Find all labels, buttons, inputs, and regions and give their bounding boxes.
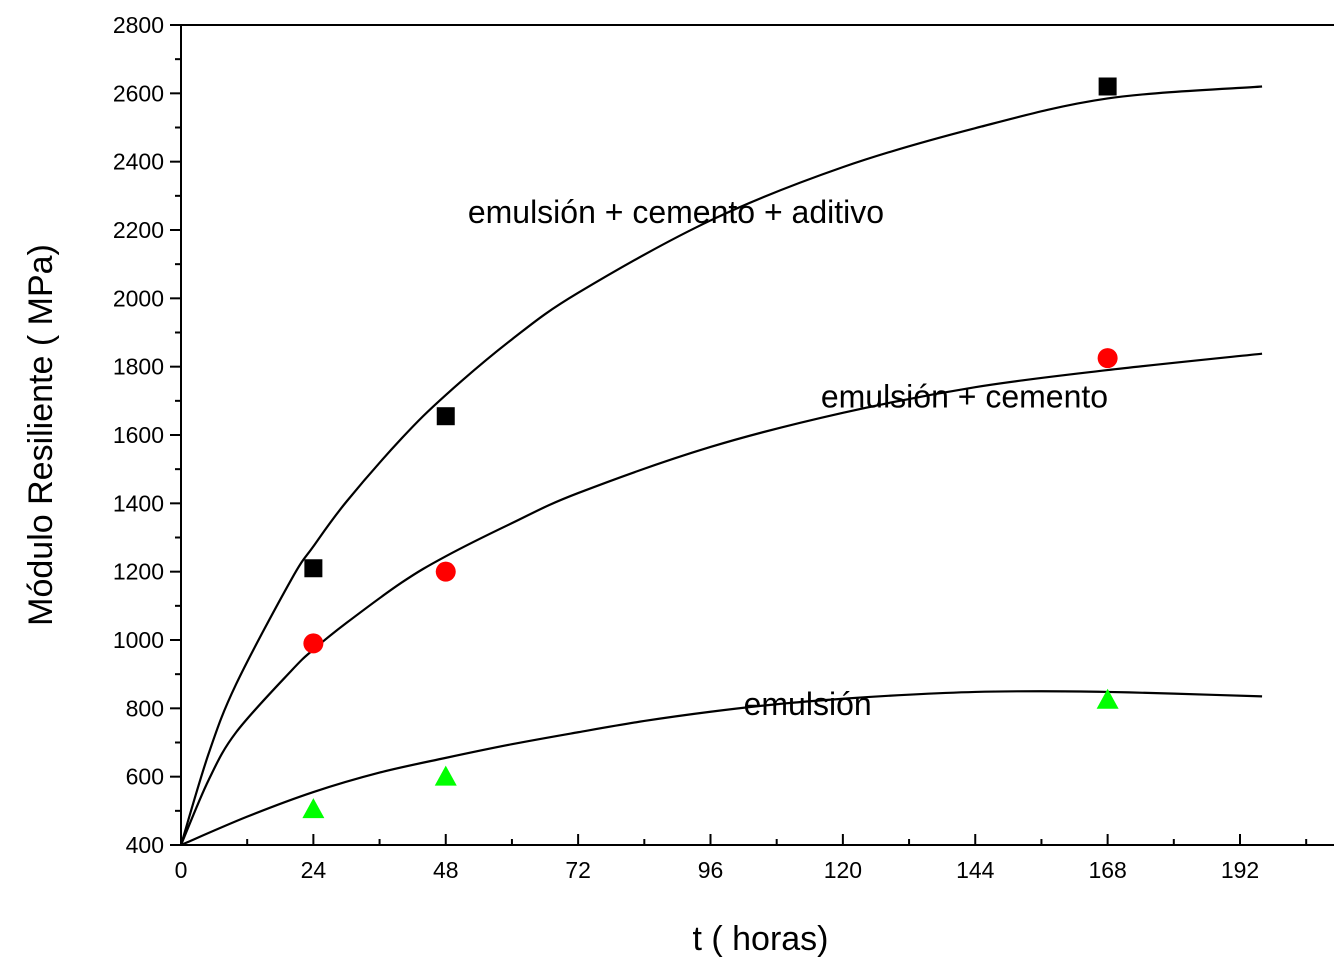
y-tick-label: 2000 xyxy=(113,285,164,311)
x-tick-label: 48 xyxy=(433,857,459,883)
y-tick-label: 1200 xyxy=(113,559,164,585)
y-tick-label: 1800 xyxy=(113,354,164,380)
x-tick-label: 72 xyxy=(565,857,591,883)
circle-marker xyxy=(1097,348,1118,369)
curve-annotation: emulsión + cemento + aditivo xyxy=(468,194,884,230)
fit-curve-3 xyxy=(180,690,1263,847)
circle-marker xyxy=(435,561,456,582)
x-tick-label: 144 xyxy=(956,857,995,883)
curve-annotation: emulsión + cemento xyxy=(821,379,1108,415)
square-marker xyxy=(1098,77,1117,96)
data-markers xyxy=(302,77,1119,819)
triangle-marker xyxy=(1096,688,1119,709)
square-marker xyxy=(304,559,323,578)
x-tick-label: 96 xyxy=(698,857,724,883)
x-tick-label: 168 xyxy=(1088,857,1126,883)
x-axis-title: t ( horas) xyxy=(692,920,828,958)
x-tick-label: 0 xyxy=(175,857,188,883)
triangle-marker xyxy=(434,765,457,786)
x-tick-label: 192 xyxy=(1221,857,1259,883)
fit-curve-1 xyxy=(179,85,1263,846)
curve-annotation: emulsión xyxy=(744,686,872,722)
x-tick-label: 24 xyxy=(301,857,327,883)
y-tick-label: 1600 xyxy=(113,422,164,448)
y-tick-label: 1000 xyxy=(113,627,164,653)
triangle-marker xyxy=(302,798,325,819)
square-marker xyxy=(436,407,455,426)
y-tick-label: 2600 xyxy=(113,80,164,106)
y-tick-label: 1400 xyxy=(113,490,164,516)
y-tick-label: 600 xyxy=(126,764,164,790)
x-tick-label: 120 xyxy=(824,857,862,883)
fit-curves xyxy=(179,85,1263,847)
circle-marker xyxy=(303,633,324,654)
fit-curve-2 xyxy=(179,352,1263,846)
y-tick-label: 800 xyxy=(126,695,164,721)
y-tick-label: 2200 xyxy=(113,217,164,243)
y-tick-label: 2400 xyxy=(113,149,164,175)
y-tick-label: 400 xyxy=(126,832,164,858)
y-axis-title: Módulo Resiliente ( MPa) xyxy=(22,244,60,626)
y-tick-label: 2800 xyxy=(113,12,164,38)
annotations: emulsión + cemento + aditivo emulsión + c… xyxy=(468,194,1108,722)
axes: 0 24 48 72 96 120 144 168 192 400 600 800 1000 1200 14… xyxy=(113,12,1334,883)
